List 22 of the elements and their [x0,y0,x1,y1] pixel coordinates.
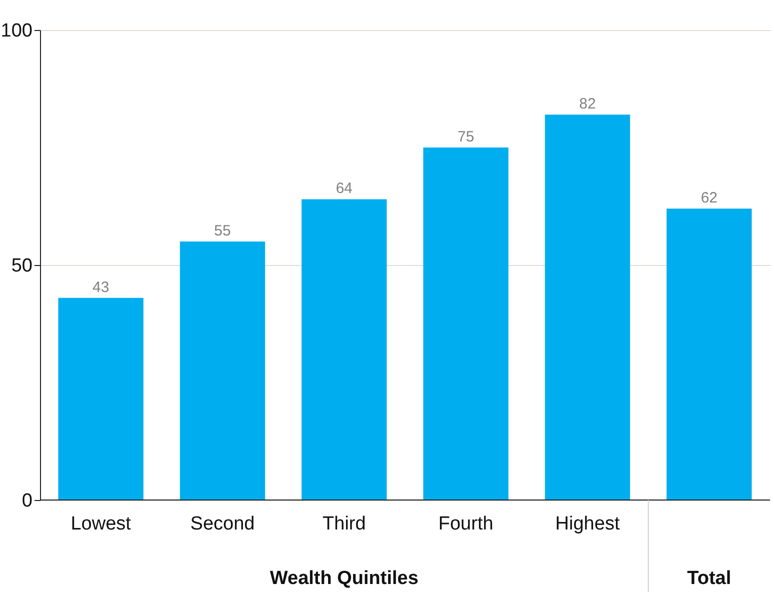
x-tick-label: Third [322,514,366,534]
data-label: 43 [92,278,110,296]
data-label: 55 [214,222,231,240]
y-tick-label: 50 [11,256,32,276]
x-tick-label: Fourth [438,514,494,534]
bar [180,242,266,500]
data-label: 62 [700,190,718,207]
x-tick-label: Second [190,514,255,534]
x-tick-label: Lowest [70,514,132,534]
data-label: 75 [457,128,474,146]
data-label: 82 [579,96,596,113]
y-tick-label: 0 [22,490,32,512]
bar [423,148,508,500]
data-label: 64 [336,180,353,198]
bar [544,114,630,500]
bar [58,298,144,500]
text: Total [687,568,732,589]
x-axis-title: Wealth Quintiles [270,568,418,589]
y-tick-label: 100 [0,20,32,42]
bar [302,199,387,500]
x-tick-label: Highest [555,514,620,534]
bar [666,208,752,500]
